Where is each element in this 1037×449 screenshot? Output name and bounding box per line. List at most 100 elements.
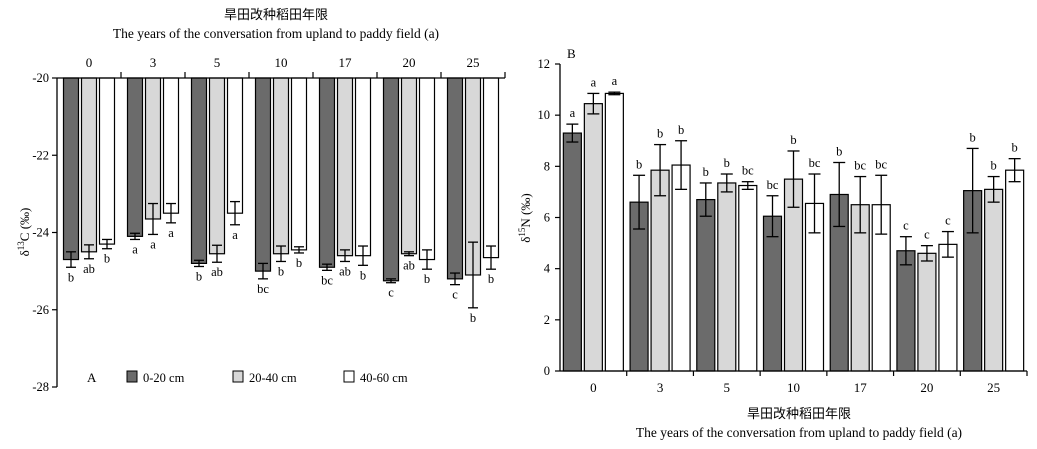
panel-b-bar — [717, 182, 737, 372]
panel-a-bar — [382, 77, 400, 282]
panel-b-significance-letter: a — [591, 75, 597, 89]
panel-a-title-cn: 旱田改种稻田年限 — [224, 8, 328, 23]
panel-b-y-tick-label: 4 — [544, 262, 551, 276]
panel-a-ylabel-sup: 13 — [16, 241, 26, 251]
panel-a-y-tick-label: -20 — [32, 71, 49, 85]
legend: 0-20 cm 20-40 cm 40-60 cm — [126, 370, 408, 385]
panel-a-significance-letter: ab — [211, 265, 223, 279]
panel-b-bar — [562, 132, 582, 372]
panel-b-bar — [1005, 169, 1025, 372]
panel-a-label: A — [87, 370, 97, 385]
panel-a-bar — [208, 77, 226, 255]
panel-a-significance-letter: b — [196, 269, 202, 283]
panel-a-significance-letter: ab — [339, 264, 351, 278]
panel-a-bar — [336, 77, 354, 257]
panel-b-category-label: 25 — [987, 380, 1000, 395]
panel-b-category-label: 10 — [787, 380, 800, 395]
panel-b-significance-letter: bc — [809, 156, 821, 170]
panel-b-significance-letter: c — [924, 228, 930, 242]
legend-label-20-40: 20-40 cm — [249, 371, 297, 385]
panel-a-category-label: 17 — [339, 55, 353, 70]
panel-a-y-tick-label: -24 — [32, 226, 49, 240]
panel-a-category-label: 3 — [150, 55, 157, 70]
panel-b-significance-letter: c — [945, 214, 951, 228]
panel-a-significance-letter: a — [132, 242, 138, 256]
panel-b-ylabel-rest: N (‰) — [518, 193, 533, 227]
panel-b-significance-letter: b — [991, 159, 997, 173]
panel-b-category-label: 20 — [920, 380, 933, 395]
panel-a-bar — [126, 77, 144, 237]
legend-swatch-40-60 — [343, 370, 355, 383]
panel-b-significance-letter: b — [678, 123, 684, 137]
panel-a-bar — [162, 77, 180, 214]
panel-a-category-label: 10 — [275, 55, 288, 70]
panel-a-significance-letter: b — [278, 264, 284, 278]
panel-b-bar — [917, 252, 937, 372]
panel-a-bar — [290, 77, 308, 251]
panel-b-category-labels: 0 3 5 10 17 20 25 — [590, 380, 1000, 395]
panel-a-axes: -20 -22 -24 -26 -28 — [32, 71, 506, 394]
legend-label-40-60: 40-60 cm — [360, 371, 408, 385]
panel-b-significance-letter: b — [724, 156, 730, 170]
panel-a-significance-letter: bc — [257, 282, 269, 296]
panel-b-significance-letter: b — [1012, 141, 1018, 155]
panel-b-bar — [896, 250, 916, 372]
panel-a-significance-letter: a — [168, 226, 174, 240]
panel-b-bar — [650, 169, 670, 372]
panel-b-y-tick-label: 10 — [538, 108, 551, 122]
panel-a-bar — [418, 77, 436, 261]
panel-b-significance-letter: a — [612, 74, 618, 88]
panel-a-significance-letter: c — [452, 288, 458, 302]
panel-a-bar — [80, 77, 98, 253]
panel-b-ylabel-sup: 15 — [517, 227, 527, 237]
panel-b-significance-letter: a — [570, 106, 576, 120]
panel-a-significance-letter: b — [488, 272, 494, 286]
panel-b-xlabel: The years of the conversation from uplan… — [636, 425, 962, 440]
panel-b-y-tick-label: 12 — [538, 57, 551, 71]
panel-b-label: B — [567, 46, 576, 61]
panel-b-bar — [738, 184, 758, 372]
panel-b-category-label: 3 — [657, 380, 664, 395]
panel-a-significance-letter: b — [296, 256, 302, 270]
panel-a-bar — [272, 77, 290, 255]
panel-a-ylabel-main: δ — [17, 250, 32, 256]
panel-a-bar — [318, 77, 336, 268]
panel-b-significance-letter: b — [657, 127, 663, 141]
panel-b-ylabel: δ15N (‰) — [517, 193, 533, 242]
panel-b-significance-letter: c — [903, 219, 909, 233]
panel-a-significance-letter: a — [232, 228, 238, 242]
panel-b-ylabel-main: δ — [518, 237, 533, 243]
panel-b-significance-letter: b — [703, 165, 709, 179]
panel-a-category-label: 25 — [467, 55, 480, 70]
panel-a-significance-letter: b — [424, 272, 430, 286]
panel-a-bar — [254, 77, 272, 272]
panel-b-significance-letter: bc — [854, 159, 866, 173]
panel-b-y-tick-label: 2 — [544, 313, 550, 327]
panel-a-category-label: 5 — [214, 55, 221, 70]
panel-a-category-labels: 0 3 5 10 17 20 25 — [86, 55, 480, 70]
panel-a-significance-letter: b — [104, 252, 110, 266]
panel-a-bar — [190, 77, 208, 264]
panel-a-significance-letter: b — [360, 268, 366, 282]
panel-a-category-label: 20 — [403, 55, 416, 70]
panel-b-significance-letter: bc — [875, 157, 887, 171]
panel-a-title: The years of the conversation from uplan… — [113, 26, 439, 41]
panel-b-significance-letter: b — [970, 130, 976, 144]
panel-b-y-tick-label: 0 — [544, 364, 550, 378]
panel-a-significance-letter: b — [68, 270, 74, 284]
panel-b-significance-letter: bc — [742, 164, 754, 178]
panel-b-bar — [696, 198, 716, 372]
panel-b-bar — [938, 243, 958, 372]
panel-b-significance-letter: b — [836, 144, 842, 158]
panel-b-significance-letter: b — [636, 157, 642, 171]
panel-a-significance-letter: b — [470, 311, 476, 325]
panel-b-category-label: 0 — [590, 380, 597, 395]
panel-b-xlabel-cn: 旱田改种稻田年限 — [747, 407, 851, 422]
panel-a-significance-letter: ab — [403, 259, 415, 273]
legend-label-0-20: 0-20 cm — [143, 371, 185, 385]
